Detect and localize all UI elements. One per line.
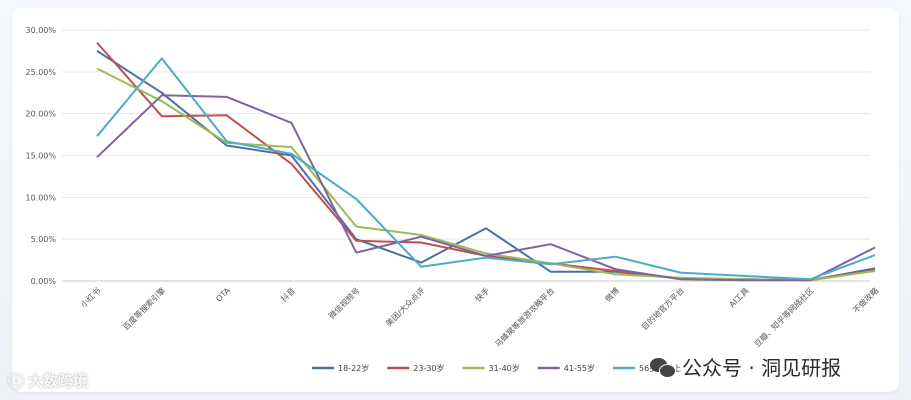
x-tick-label: 微博 bbox=[603, 285, 621, 303]
x-tick-label: OTA bbox=[214, 286, 232, 304]
y-tick-label: 20.00% bbox=[25, 110, 56, 119]
x-tick-label: 豆瓣、知乎等网络社区 bbox=[752, 285, 816, 349]
y-tick-label: 25.00% bbox=[25, 68, 56, 77]
legend-label: 18-22岁 bbox=[338, 363, 369, 373]
legend-label: 31-40岁 bbox=[489, 363, 520, 373]
legend-label: 23-30岁 bbox=[413, 363, 444, 373]
series-line bbox=[96, 50, 876, 282]
watermark-right: 公众号 · 洞见研报 bbox=[650, 352, 841, 381]
series-line bbox=[96, 67, 876, 282]
series-line bbox=[96, 94, 876, 282]
x-tick-label: 抖音 bbox=[279, 285, 297, 303]
y-tick-label: 10.00% bbox=[25, 193, 56, 202]
x-tick-label: 微信视频号 bbox=[326, 285, 361, 320]
y-tick-label: 15.00% bbox=[25, 152, 56, 161]
x-tick-label: AI工具 bbox=[728, 286, 751, 309]
legend-label: 41-55岁 bbox=[564, 363, 595, 373]
x-tick-label: 美团/大众点评 bbox=[384, 285, 427, 328]
watermark-logo-icon: ⓒ bbox=[8, 372, 25, 391]
x-tick-label: 小红书 bbox=[78, 285, 102, 309]
series-line bbox=[96, 57, 876, 281]
y-tick-label: 5.00% bbox=[31, 235, 57, 244]
watermark-right-text: 公众号 · 洞见研报 bbox=[682, 356, 842, 380]
watermark-left-text: 大数跨境 bbox=[28, 371, 89, 390]
watermark-left: ⓒ 大数跨境 bbox=[8, 368, 88, 392]
x-tick-label: 快手 bbox=[473, 285, 491, 303]
x-tick-label: 目的地官方平台 bbox=[639, 285, 686, 332]
x-tick-label: 百度等搜索引擎 bbox=[121, 285, 168, 332]
x-tick-label: 马蜂窝等旅游攻略平台 bbox=[493, 285, 557, 349]
y-tick-label: 0.00% bbox=[31, 277, 57, 286]
x-tick-label: 不做攻略 bbox=[851, 285, 881, 315]
wechat-icon bbox=[650, 356, 676, 378]
series-line bbox=[96, 41, 876, 282]
y-tick-label: 30.00% bbox=[25, 26, 56, 35]
